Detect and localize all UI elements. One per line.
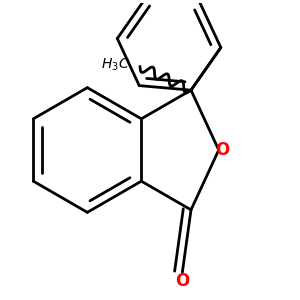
Text: $H_3C$: $H_3C$ [101,56,130,73]
Text: O: O [175,272,190,290]
Text: O: O [215,141,229,159]
